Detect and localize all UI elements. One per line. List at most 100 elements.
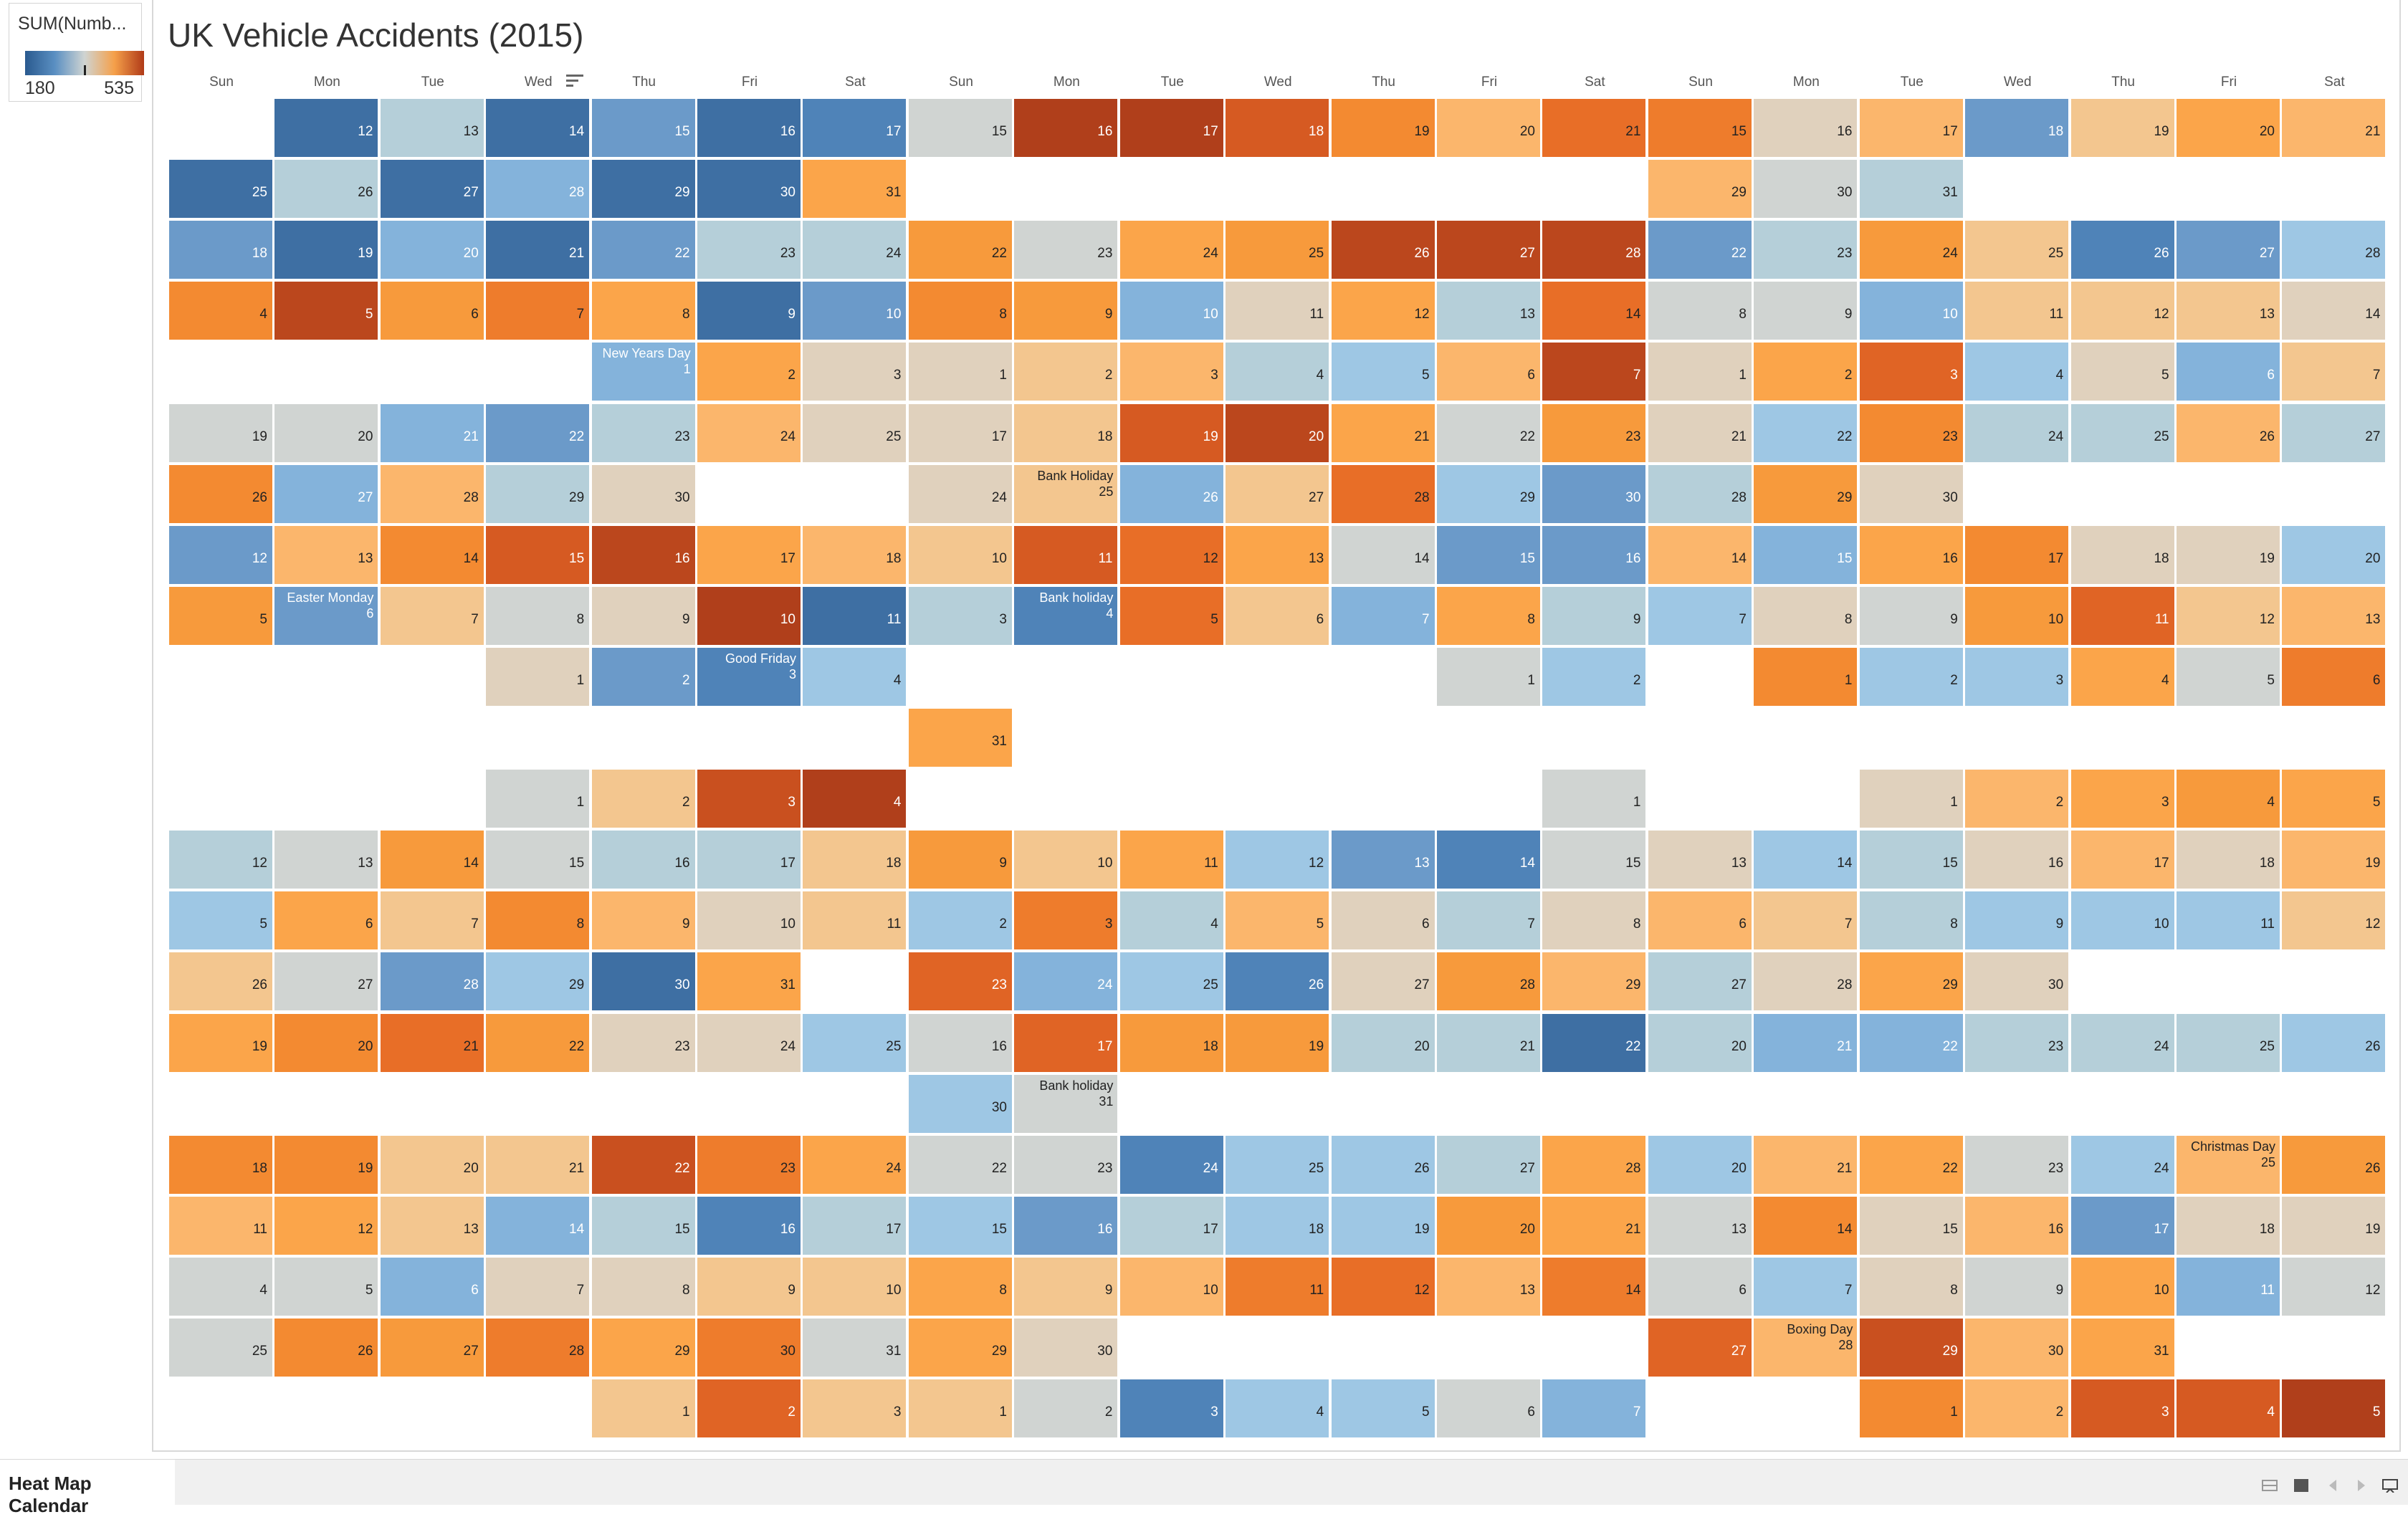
calendar-day-cell[interactable]: 15 xyxy=(1542,831,1646,889)
calendar-day-cell[interactable]: 21 xyxy=(1331,403,1435,462)
calendar-day-cell[interactable]: 2 xyxy=(1014,1379,1118,1438)
calendar-day-cell[interactable]: 11 xyxy=(1014,525,1118,584)
calendar-day-cell[interactable]: Bank Holiday 25 xyxy=(1014,464,1118,523)
calendar-day-cell[interactable]: 8 xyxy=(486,891,590,950)
calendar-day-cell[interactable]: 5 xyxy=(274,1257,378,1316)
calendar-day-cell[interactable]: 8 xyxy=(486,586,590,645)
calendar-day-cell[interactable]: 9 xyxy=(697,282,801,340)
calendar-day-cell[interactable]: 31 xyxy=(803,1319,907,1377)
calendar-day-cell[interactable]: 24 xyxy=(697,403,801,462)
calendar-day-cell[interactable]: 10 xyxy=(909,525,1012,584)
calendar-day-cell[interactable]: 31 xyxy=(1859,160,1963,219)
calendar-day-cell[interactable]: 11 xyxy=(803,586,907,645)
calendar-day-cell[interactable]: 29 xyxy=(1859,1319,1963,1377)
calendar-day-cell[interactable]: 10 xyxy=(1965,586,2069,645)
calendar-day-cell[interactable]: 1 xyxy=(1859,770,1963,828)
calendar-day-cell[interactable]: 17 xyxy=(697,831,801,889)
calendar-day-cell[interactable]: 2 xyxy=(1859,647,1963,706)
calendar-day-cell[interactable]: 30 xyxy=(1859,464,1963,523)
calendar-day-cell[interactable]: 21 xyxy=(1542,1196,1646,1255)
calendar-day-cell[interactable]: Good Friday 3 xyxy=(697,647,801,706)
calendar-day-cell[interactable]: 17 xyxy=(803,99,907,157)
calendar-day-cell[interactable]: 9 xyxy=(1965,891,2069,950)
calendar-day-cell[interactable]: 21 xyxy=(1437,1013,1540,1072)
calendar-day-cell[interactable]: 11 xyxy=(1119,831,1223,889)
calendar-day-cell[interactable]: 23 xyxy=(697,221,801,279)
calendar-day-cell[interactable]: 19 xyxy=(2177,525,2280,584)
calendar-day-cell[interactable]: 19 xyxy=(274,221,378,279)
calendar-day-cell[interactable]: 6 xyxy=(2177,343,2280,401)
calendar-day-cell[interactable]: 1 xyxy=(486,770,590,828)
calendar-day-cell[interactable]: 29 xyxy=(486,464,590,523)
calendar-day-cell[interactable]: 4 xyxy=(169,282,272,340)
calendar-day-cell[interactable]: 30 xyxy=(1754,160,1858,219)
calendar-day-cell[interactable]: 16 xyxy=(1542,525,1646,584)
calendar-day-cell[interactable]: 31 xyxy=(697,952,801,1011)
calendar-day-cell[interactable]: 6 xyxy=(1226,586,1329,645)
calendar-day-cell[interactable]: 20 xyxy=(1226,403,1329,462)
calendar-day-cell[interactable]: 27 xyxy=(274,952,378,1011)
calendar-day-cell[interactable]: 2 xyxy=(697,343,801,401)
calendar-day-cell[interactable]: 7 xyxy=(1542,1379,1646,1438)
calendar-day-cell[interactable]: 20 xyxy=(1437,99,1540,157)
calendar-day-cell[interactable]: 30 xyxy=(697,160,801,219)
calendar-day-cell[interactable]: 19 xyxy=(2070,99,2174,157)
calendar-day-cell[interactable]: 4 xyxy=(1226,343,1329,401)
calendar-day-cell[interactable]: 20 xyxy=(274,403,378,462)
calendar-day-cell[interactable]: 14 xyxy=(380,525,484,584)
calendar-day-cell[interactable]: 15 xyxy=(1859,831,1963,889)
calendar-day-cell[interactable]: 11 xyxy=(1226,282,1329,340)
calendar-day-cell[interactable]: 5 xyxy=(1331,1379,1435,1438)
calendar-day-cell[interactable]: 29 xyxy=(1754,464,1858,523)
calendar-day-cell[interactable]: 24 xyxy=(2070,1013,2174,1072)
calendar-day-cell[interactable]: 16 xyxy=(697,1196,801,1255)
calendar-day-cell[interactable]: 9 xyxy=(591,891,695,950)
calendar-day-cell[interactable]: 8 xyxy=(909,1257,1012,1316)
calendar-day-cell[interactable]: 14 xyxy=(1754,831,1858,889)
calendar-day-cell[interactable]: 2 xyxy=(1965,1379,2069,1438)
calendar-day-cell[interactable]: 21 xyxy=(2282,99,2386,157)
calendar-day-cell[interactable]: 10 xyxy=(1119,1257,1223,1316)
calendar-day-cell[interactable]: 1 xyxy=(1437,647,1540,706)
calendar-day-cell[interactable]: 12 xyxy=(2282,1257,2386,1316)
calendar-day-cell[interactable]: 17 xyxy=(2070,1196,2174,1255)
calendar-day-cell[interactable]: 7 xyxy=(380,891,484,950)
calendar-day-cell[interactable]: 16 xyxy=(1754,99,1858,157)
calendar-day-cell[interactable]: 23 xyxy=(1754,221,1858,279)
calendar-day-cell[interactable]: 14 xyxy=(486,1196,590,1255)
calendar-day-cell[interactable]: 6 xyxy=(1331,891,1435,950)
calendar-day-cell[interactable]: 7 xyxy=(1331,586,1435,645)
calendar-day-cell[interactable]: 12 xyxy=(2177,586,2280,645)
calendar-day-cell[interactable]: 24 xyxy=(803,221,907,279)
calendar-day-cell[interactable]: 26 xyxy=(1331,221,1435,279)
calendar-day-cell[interactable]: 26 xyxy=(1119,464,1223,523)
calendar-day-cell[interactable]: 2 xyxy=(1014,343,1118,401)
calendar-day-cell[interactable]: 6 xyxy=(2282,647,2386,706)
calendar-day-cell[interactable]: 22 xyxy=(1648,221,1752,279)
calendar-day-cell[interactable]: 29 xyxy=(909,1319,1012,1377)
calendar-day-cell[interactable]: 10 xyxy=(1859,282,1963,340)
calendar-day-cell[interactable]: 14 xyxy=(380,831,484,889)
film-strip-icon[interactable] xyxy=(2293,1478,2309,1493)
calendar-day-cell[interactable]: 7 xyxy=(1754,891,1858,950)
calendar-day-cell[interactable]: 10 xyxy=(1014,831,1118,889)
calendar-day-cell[interactable]: 27 xyxy=(1648,952,1752,1011)
calendar-day-cell[interactable]: 14 xyxy=(1331,525,1435,584)
calendar-day-cell[interactable]: 18 xyxy=(1014,403,1118,462)
calendar-day-cell[interactable]: Easter Monday 6 xyxy=(274,586,378,645)
calendar-day-cell[interactable]: 7 xyxy=(486,282,590,340)
calendar-day-cell[interactable]: 16 xyxy=(1965,1196,2069,1255)
calendar-day-cell[interactable]: 18 xyxy=(1119,1013,1223,1072)
calendar-day-cell[interactable]: 17 xyxy=(1119,1196,1223,1255)
calendar-day-cell[interactable]: 15 xyxy=(1648,99,1752,157)
calendar-day-cell[interactable]: 8 xyxy=(1754,586,1858,645)
calendar-day-cell[interactable]: 28 xyxy=(1542,221,1646,279)
calendar-day-cell[interactable]: 3 xyxy=(1859,343,1963,401)
calendar-day-cell[interactable]: 22 xyxy=(909,1135,1012,1194)
calendar-day-cell[interactable]: 28 xyxy=(1542,1135,1646,1194)
calendar-day-cell[interactable]: 18 xyxy=(1226,1196,1329,1255)
calendar-day-cell[interactable]: 25 xyxy=(169,160,272,219)
calendar-day-cell[interactable]: 30 xyxy=(1965,1319,2069,1377)
calendar-day-cell[interactable]: 29 xyxy=(591,160,695,219)
calendar-day-cell[interactable]: 8 xyxy=(1437,586,1540,645)
